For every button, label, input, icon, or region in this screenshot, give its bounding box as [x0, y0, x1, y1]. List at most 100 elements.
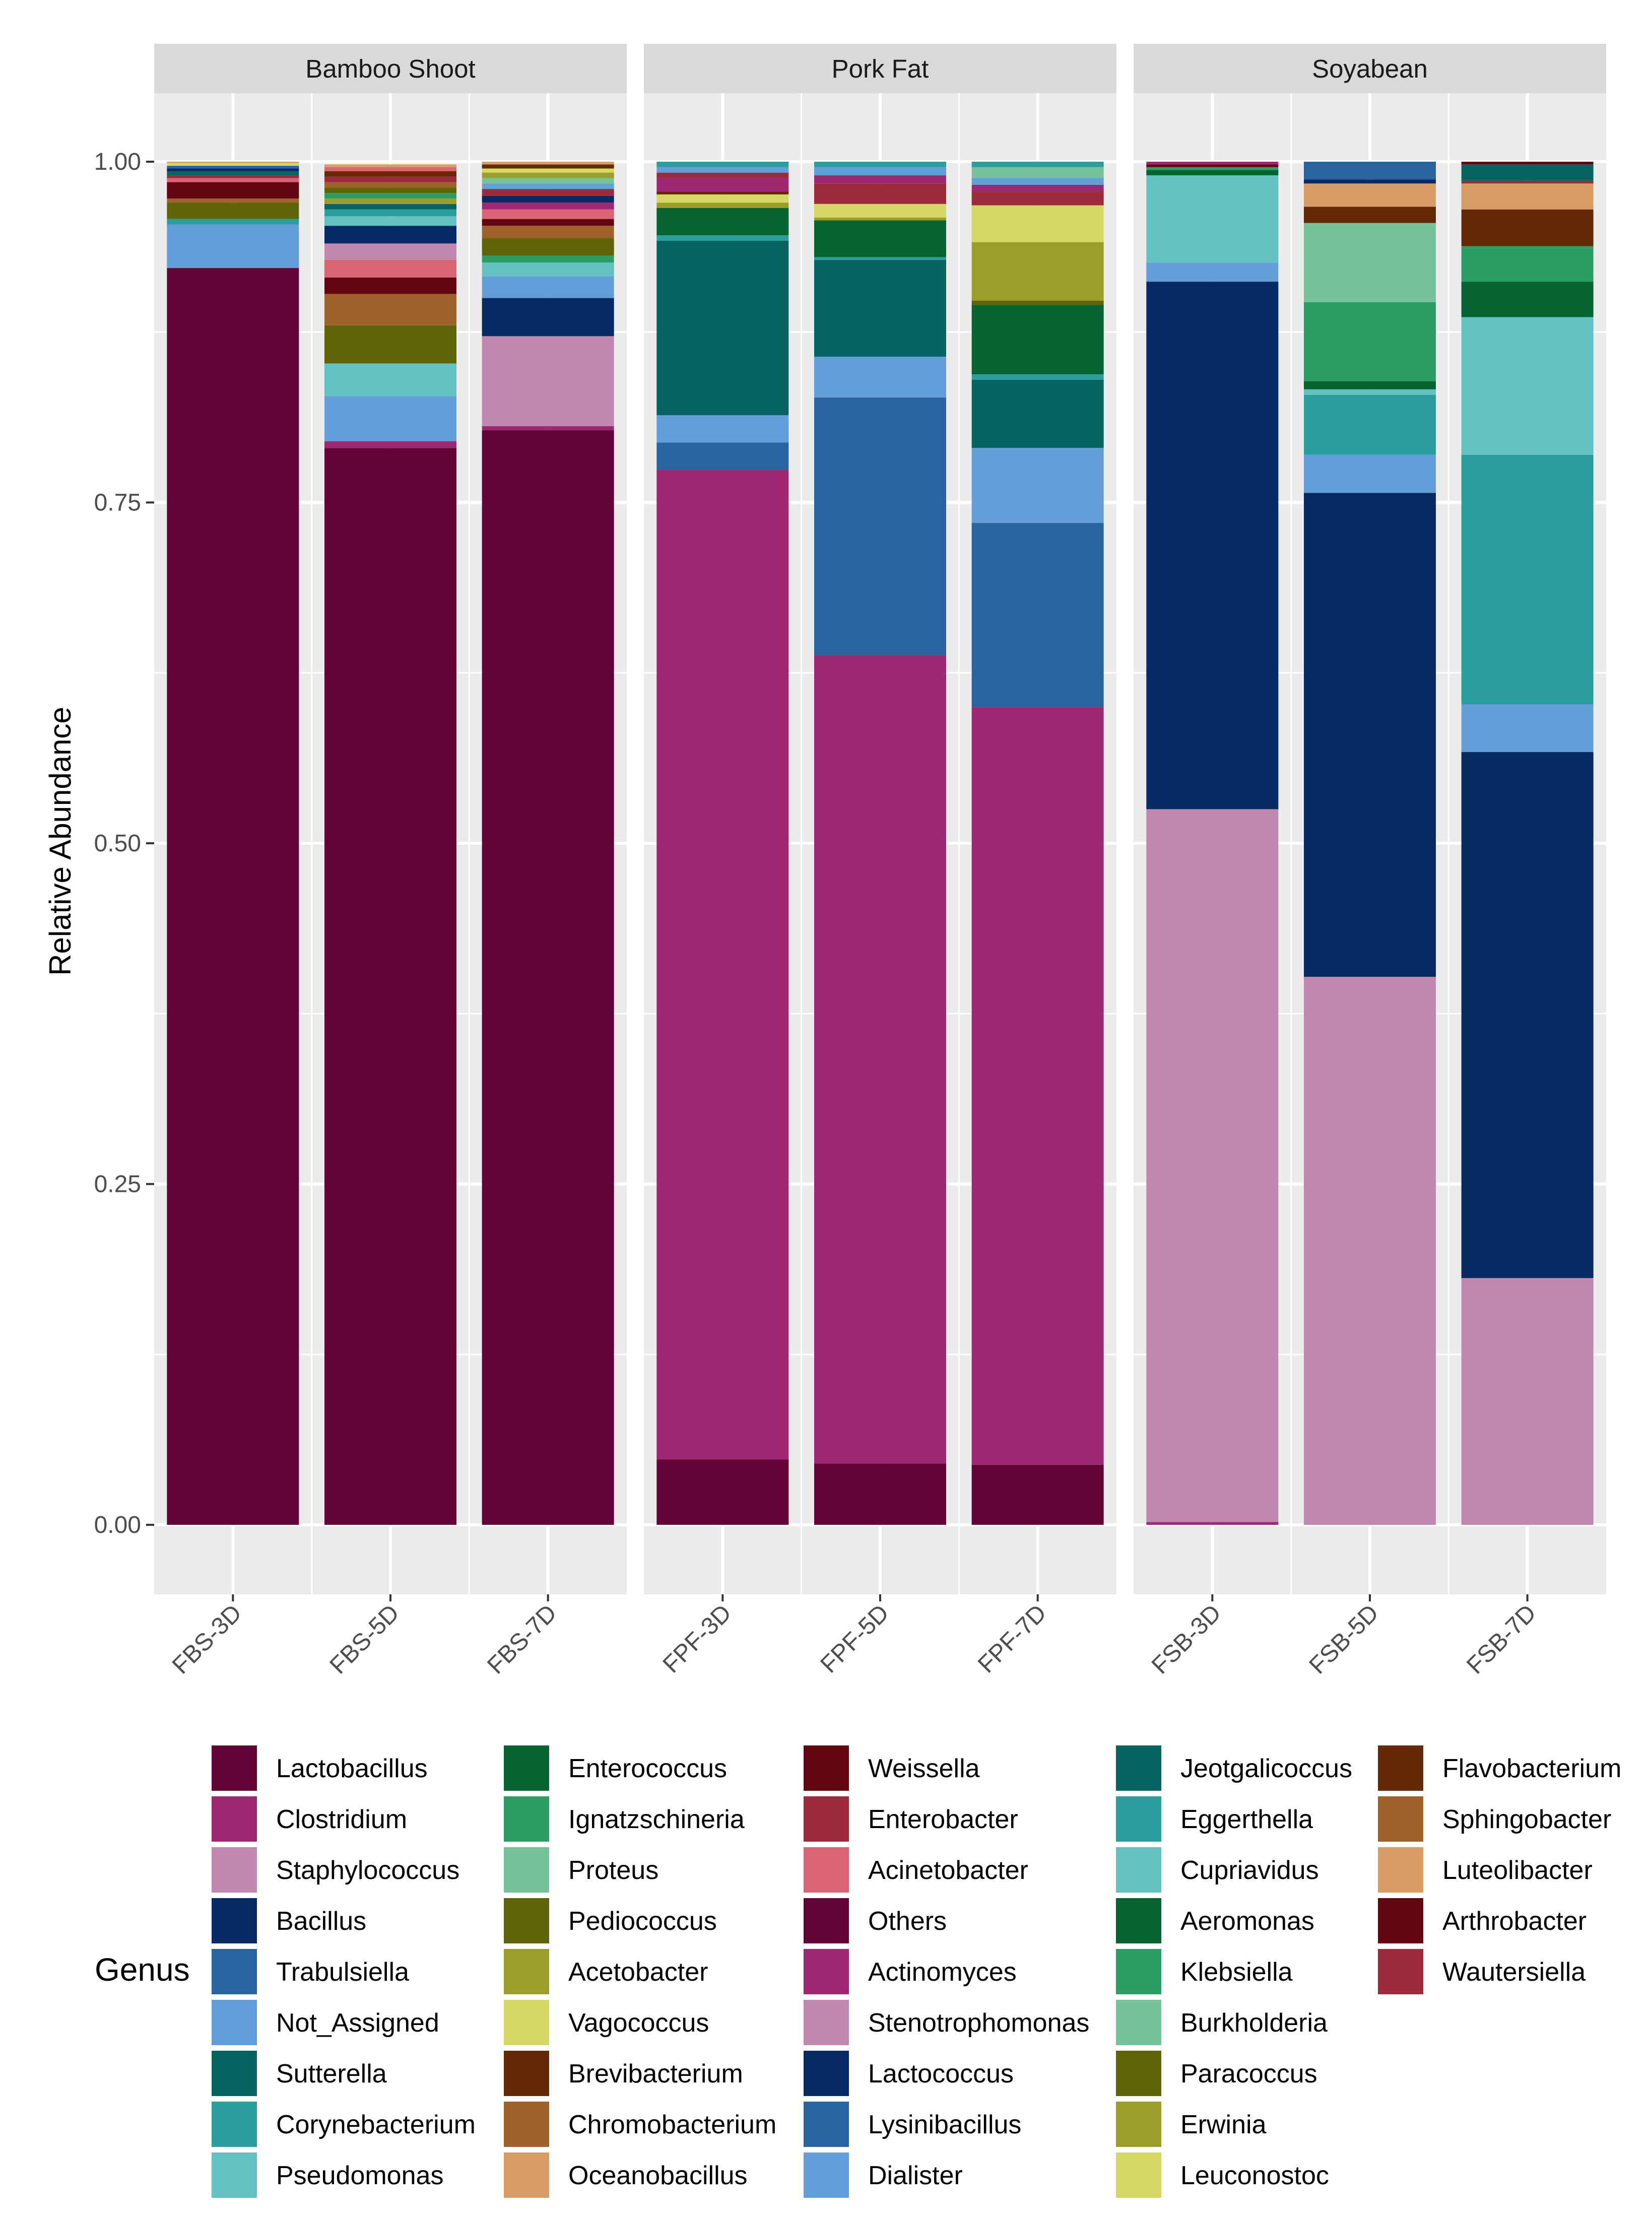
legend-item: Jeotgalicoccus	[1116, 1745, 1352, 1791]
bar-segment	[656, 235, 789, 241]
bar-segment	[167, 175, 299, 178]
bar-segment	[1146, 282, 1279, 810]
legend-label: Burkholderia	[1180, 2008, 1328, 2038]
legend-label: Leuconostoc	[1180, 2161, 1329, 2190]
bar-segment	[167, 162, 299, 163]
legend-swatch	[804, 1847, 849, 1893]
legend-label: Pediococcus	[568, 1907, 717, 1936]
bar-segment	[482, 172, 614, 178]
bar-segment	[482, 189, 614, 196]
bar-segment	[814, 167, 946, 176]
legend-label: Dialister	[868, 2161, 963, 2190]
legend-swatch	[1116, 2102, 1161, 2147]
legend-label: Wautersiella	[1442, 1958, 1585, 1987]
bar-segment	[814, 259, 946, 357]
legend-swatch	[804, 1949, 849, 1994]
legend-swatch	[1378, 1796, 1423, 1842]
legend-item: Trabulsiella	[212, 1949, 409, 1994]
bar-segment	[324, 441, 456, 448]
legend-item: Acetobacter	[504, 1949, 708, 1994]
bar-segment	[324, 182, 456, 188]
legend-label: Trabulsiella	[276, 1958, 409, 1987]
bar-segment	[1461, 246, 1594, 282]
legend-label: Acinetobacter	[868, 1856, 1028, 1885]
legend-item: Brevibacterium	[504, 2051, 743, 2096]
bar-segment	[971, 707, 1104, 1465]
bar-segment	[482, 195, 614, 203]
bar-segment	[324, 448, 456, 1525]
bar-segment	[656, 178, 789, 192]
y-tick-label: 0.75	[94, 490, 141, 516]
legend-label: Lactococcus	[868, 2059, 1014, 2089]
bar-segment	[971, 205, 1104, 242]
bar-segment	[324, 193, 456, 199]
bar-segment	[1461, 704, 1594, 752]
bar-segment	[482, 162, 614, 165]
legend-swatch	[804, 1796, 849, 1842]
legend-item: Oceanobacillus	[504, 2152, 748, 2198]
bar-segment	[656, 415, 789, 443]
bar-segment	[167, 163, 299, 166]
bar-segment	[814, 162, 946, 167]
legend-swatch	[1116, 2000, 1161, 2045]
bar-segment	[971, 178, 1104, 185]
legend-label: Stenotrophomonas	[868, 2008, 1089, 2038]
legend-label: Luteolibacter	[1442, 1856, 1593, 1885]
bar-segment	[656, 172, 789, 178]
bar-segment	[814, 220, 946, 257]
legend-swatch	[804, 2152, 849, 2198]
facet-strip	[154, 44, 627, 93]
legend-swatch	[504, 2000, 549, 2045]
bar-stack	[971, 162, 1104, 1525]
bar-segment	[324, 259, 456, 278]
bar-segment	[971, 448, 1104, 523]
bar-segment	[1146, 1522, 1279, 1525]
legend-item: Klebsiella	[1116, 1949, 1293, 1994]
bar-segment	[971, 167, 1104, 178]
legend-label: Corynebacterium	[276, 2110, 476, 2139]
legend-label: Lysinibacillus	[868, 2110, 1021, 2139]
bar-segment	[324, 226, 456, 244]
bar-segment	[1304, 183, 1436, 207]
bar-segment	[1304, 179, 1436, 184]
legend-item: Luteolibacter	[1378, 1847, 1593, 1893]
bar-segment	[1461, 282, 1594, 317]
legend-label: Vagococcus	[568, 2008, 709, 2038]
bar-stack	[656, 162, 789, 1525]
legend-item: Leuconostoc	[1116, 2152, 1329, 2198]
facet-title: Soyabean	[1312, 54, 1428, 83]
legend-item: Lactobacillus	[212, 1745, 428, 1791]
legend-swatch	[1116, 1898, 1161, 1943]
bar-segment	[482, 203, 614, 210]
bar-segment	[324, 396, 456, 441]
bar-segment	[1146, 175, 1279, 263]
bar-stack	[482, 162, 614, 1525]
legend-item: Dialister	[804, 2152, 963, 2198]
legend-item: Ignatzschineria	[504, 1796, 745, 1842]
bar-segment	[971, 379, 1104, 448]
legend-swatch	[504, 1745, 549, 1791]
bar-segment	[1461, 180, 1594, 184]
legend-item: Bacillus	[212, 1898, 366, 1943]
bar-segment	[1304, 977, 1436, 1525]
bar-segment	[971, 191, 1104, 206]
legend-swatch	[504, 1847, 549, 1893]
bar-segment	[1146, 170, 1279, 176]
legend-item: Arthrobacter	[1378, 1898, 1587, 1943]
bar-segment	[656, 203, 789, 209]
legend-swatch	[1116, 1745, 1161, 1791]
legend-item: Erwinia	[1116, 2102, 1267, 2147]
legend-item: Proteus	[504, 1847, 658, 1893]
bar-segment	[1304, 302, 1436, 381]
bar-segment	[324, 243, 456, 260]
bar-segment	[1304, 207, 1436, 223]
legend-label: Others	[868, 1907, 947, 1936]
bar-segment	[167, 198, 299, 203]
legend-label: Chromobacterium	[568, 2110, 776, 2139]
bar-segment	[1304, 162, 1436, 180]
legend-label: Brevibacterium	[568, 2059, 743, 2089]
legend-swatch	[212, 1847, 257, 1893]
bar-segment	[167, 268, 299, 1525]
